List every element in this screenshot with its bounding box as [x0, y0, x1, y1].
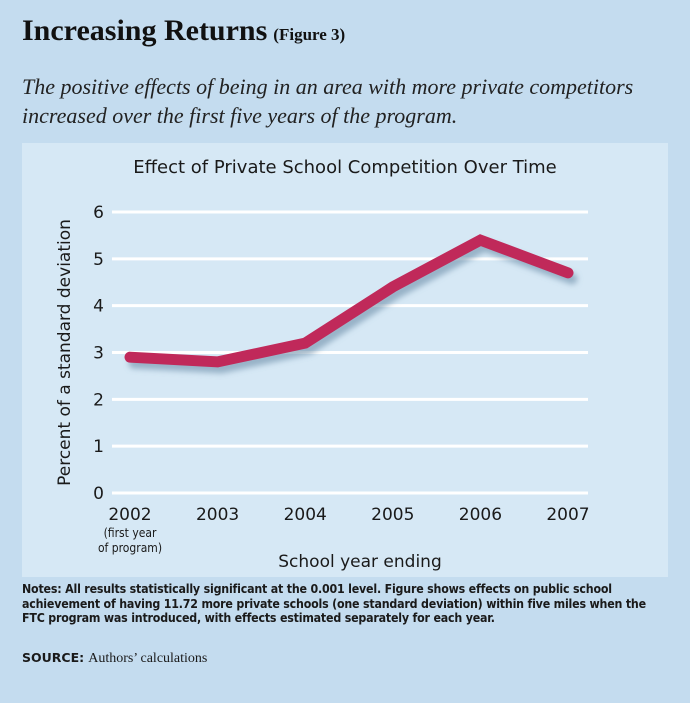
x-tick-label: 2003	[196, 505, 239, 525]
source-text: Authors’ calculations	[88, 651, 208, 666]
x-tick-label: 2004	[284, 505, 327, 525]
figure-label: (Figure 3)	[273, 25, 346, 44]
line-chart: 0 1 2 3 4 5 6 2002 2003 2004 2005 2006 2007 (first ye…	[55, 203, 590, 572]
source-line: SOURCE: Authors’ calculations	[22, 650, 207, 667]
y-tick-label: 4	[93, 297, 104, 317]
y-tick-label: 2	[93, 390, 104, 410]
figure-subtitle: The positive effects of being in an area…	[22, 74, 634, 128]
y-axis-label: Percent of a standard deviation	[55, 219, 75, 486]
x-tick-label: 2006	[459, 505, 502, 525]
y-tick-label: 3	[93, 344, 104, 364]
x-tick-label: 2007	[546, 505, 589, 525]
title-text: Increasing Returns	[22, 14, 268, 47]
chart-notes: Notes: All results statistically signifi…	[22, 582, 646, 625]
chart-panel: Effect of Private School Competition Ove…	[22, 143, 668, 577]
figure-title: Increasing Returns (Figure 3)	[22, 14, 345, 48]
x-tick-label: 2005	[371, 505, 414, 525]
series-line	[124, 234, 574, 368]
x-axis-label: School year ending	[278, 552, 441, 572]
y-tick-label: 1	[93, 437, 104, 457]
source-label: SOURCE:	[22, 650, 85, 665]
x-tick-sublabel: (first year	[104, 526, 157, 540]
chart-title: Effect of Private School Competition Ove…	[133, 157, 557, 178]
y-tick-label: 6	[93, 203, 104, 223]
y-tick-label: 5	[93, 250, 104, 270]
x-tick-sublabel: of program)	[98, 541, 162, 555]
x-tick-label: 2002	[108, 505, 151, 525]
y-tick-label: 0	[93, 484, 104, 504]
